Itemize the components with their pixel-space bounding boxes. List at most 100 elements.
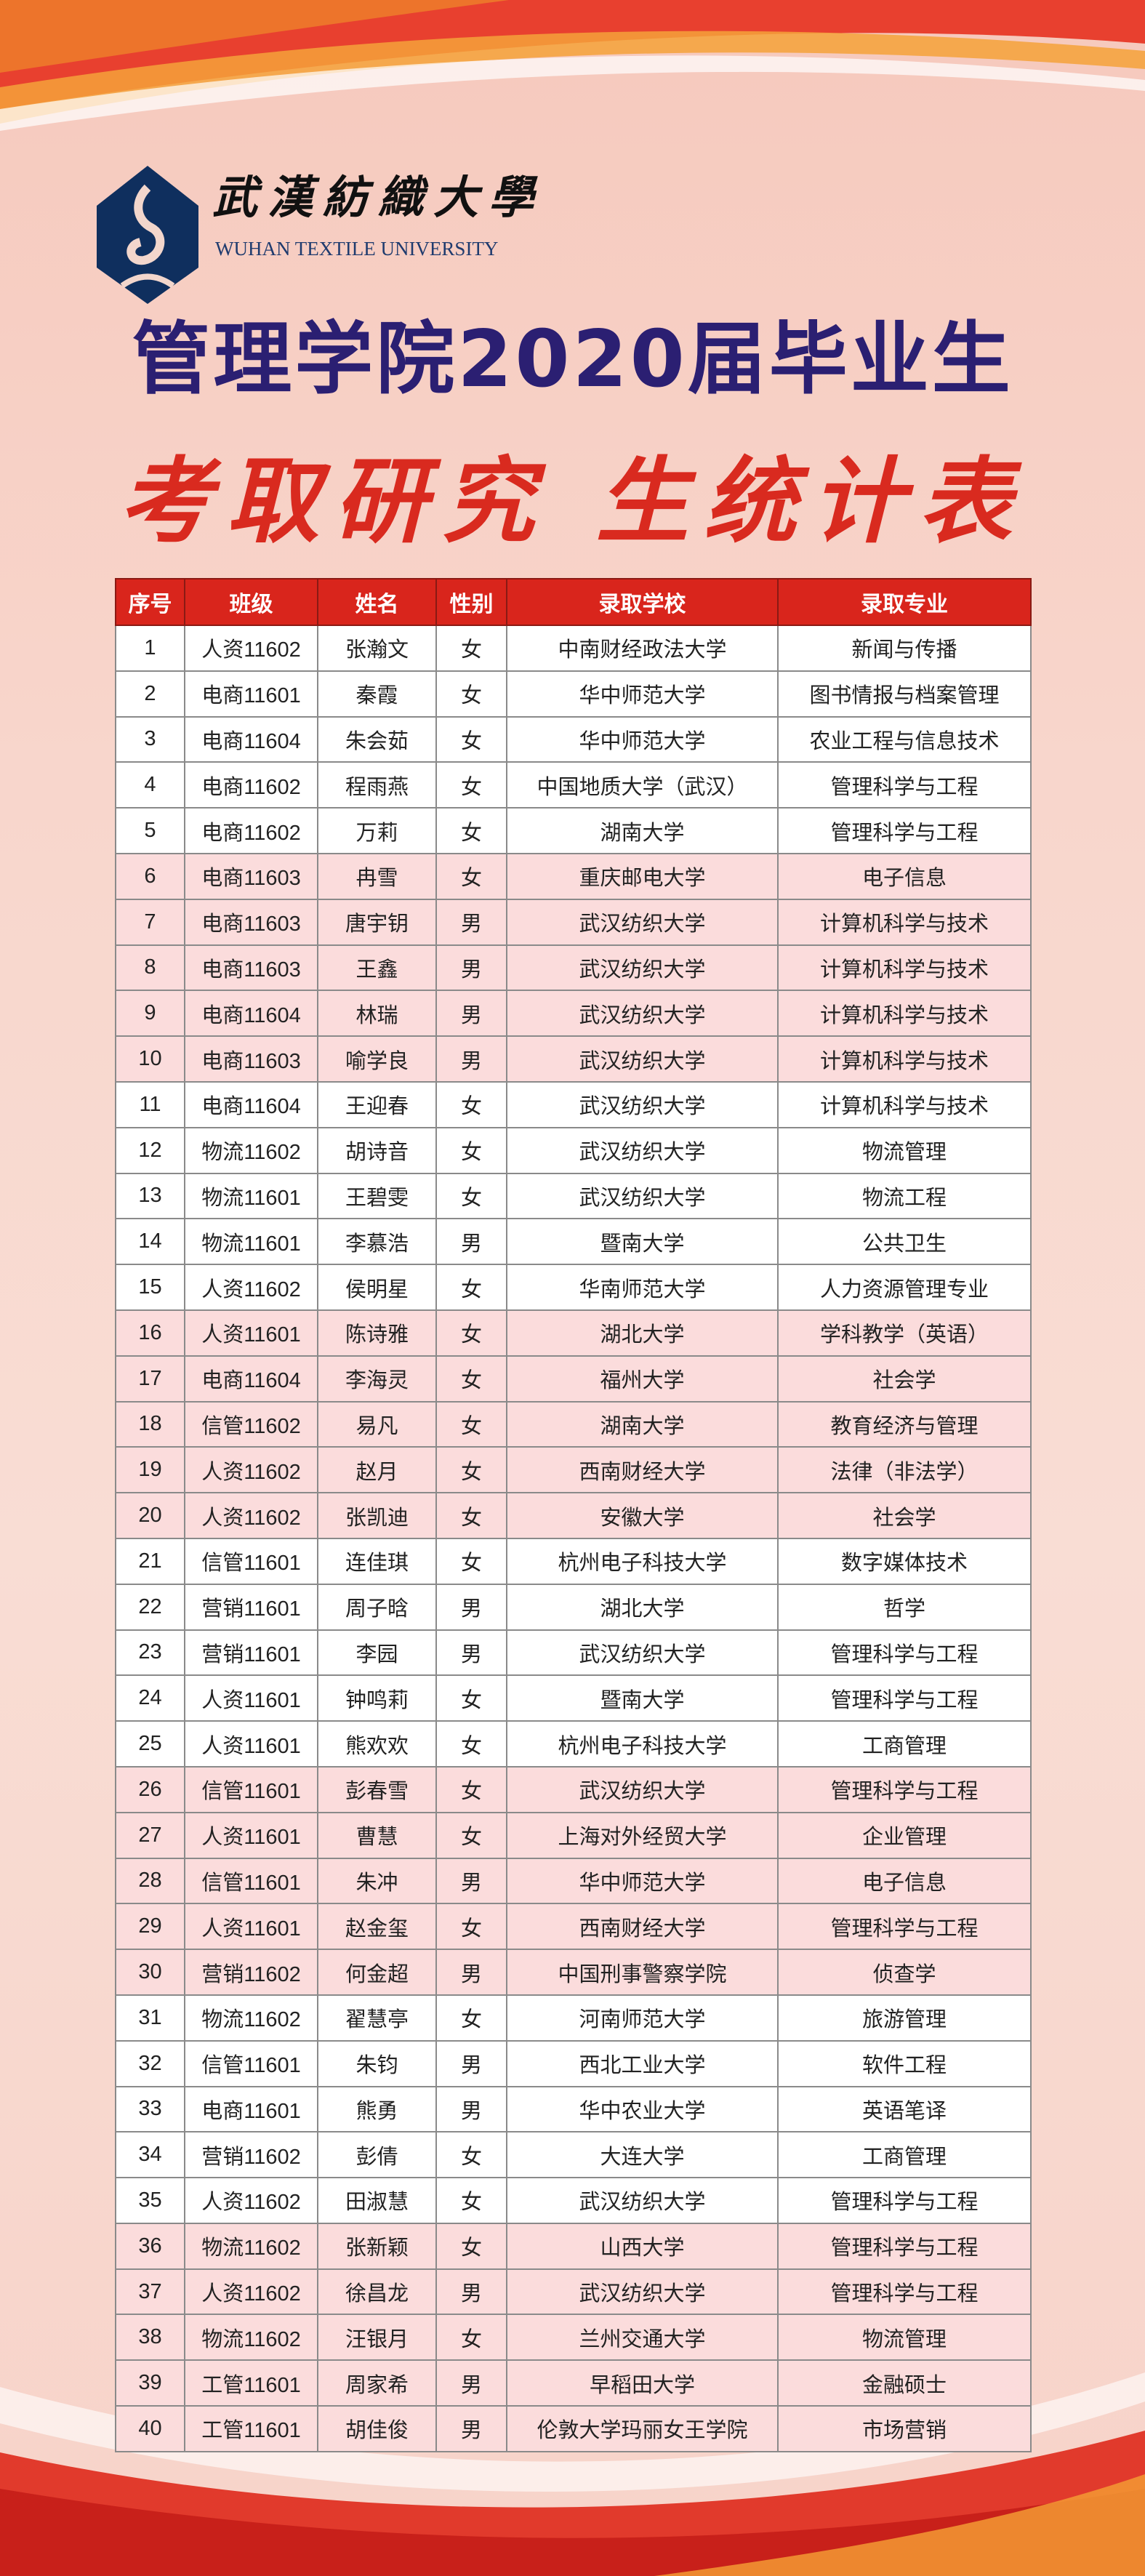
class-cell: 物流11601 [184, 1172, 318, 1220]
school-cell: 华中师范大学 [506, 715, 779, 763]
school-cell: 西北工业大学 [506, 2039, 779, 2087]
class-cell: 电商11604 [184, 715, 318, 763]
major-cell: 工商管理 [777, 1720, 1032, 1768]
gender-cell: 女 [435, 1811, 507, 1859]
table-row: 5 电商11602 万莉女湖南大学 管理科学与工程 [115, 807, 1032, 854]
school-cell: 武汉纺织大学 [506, 1172, 779, 1220]
major-cell: 管理科学与工程 [777, 1674, 1032, 1722]
table-header-row: 序号 班级 姓名 性别 录取学校 录取专业 [115, 578, 1032, 626]
class-cell: 工管11601 [184, 2359, 318, 2407]
gender-cell: 男 [435, 1035, 507, 1083]
table-row: 27 人资11601 曹慧女上海对外经贸大学 企业管理 [115, 1811, 1032, 1859]
major-cell: 管理科学与工程 [777, 1629, 1032, 1677]
gender-cell: 女 [435, 1400, 507, 1448]
row-number: 32 [115, 2039, 185, 2087]
name-cell: 张凯迪 [317, 1492, 437, 1539]
major-cell: 新闻与传播 [777, 625, 1032, 672]
table-row: 36 物流11602 张新颖女山西大学 管理科学与工程 [115, 2222, 1032, 2270]
school-cell: 安徽大学 [506, 1492, 779, 1539]
class-cell: 工管11601 [184, 2405, 318, 2452]
gender-cell: 女 [435, 1264, 507, 1311]
table-row: 13 物流11601 王碧雯女武汉纺织大学 物流工程 [115, 1172, 1032, 1220]
row-number: 30 [115, 1949, 185, 1996]
row-number: 28 [115, 1857, 185, 1905]
class-cell: 信管11601 [184, 1537, 318, 1585]
school-cell: 武汉纺织大学 [506, 944, 779, 992]
gender-cell: 女 [435, 1126, 507, 1174]
row-number: 13 [115, 1172, 185, 1220]
row-number: 40 [115, 2405, 185, 2452]
major-cell: 公共卫生 [777, 1218, 1032, 1266]
name-cell: 钟鸣莉 [317, 1674, 437, 1722]
gender-cell: 女 [435, 2222, 507, 2270]
school-cell: 伦敦大学玛丽女王学院 [506, 2405, 779, 2452]
school-cell: 中国刑事警察学院 [506, 1949, 779, 1996]
table-row: 6 电商11603 冉雪女重庆邮电大学 电子信息 [115, 852, 1032, 900]
name-cell: 周家希 [317, 2359, 437, 2407]
class-cell: 人资11602 [184, 1264, 318, 1311]
name-cell: 朱钧 [317, 2039, 437, 2087]
row-number: 1 [115, 625, 185, 672]
class-cell: 人资11601 [184, 1903, 318, 1951]
row-number: 16 [115, 1309, 185, 1357]
school-cell: 杭州电子科技大学 [506, 1537, 779, 1585]
major-cell: 金融硕士 [777, 2359, 1032, 2407]
table-row: 18 信管11602 易凡女湖南大学 教育经济与管理 [115, 1400, 1032, 1448]
name-cell: 李海灵 [317, 1355, 437, 1403]
school-cell: 武汉纺织大学 [506, 2268, 779, 2316]
class-cell: 人资11602 [184, 1492, 318, 1539]
class-cell: 信管11601 [184, 2039, 318, 2087]
gender-cell: 男 [435, 2405, 507, 2452]
school-cell: 杭州电子科技大学 [506, 1720, 779, 1768]
row-number: 3 [115, 715, 185, 763]
gender-cell: 女 [435, 1537, 507, 1585]
table-row: 7 电商11603 唐宇钥男武汉纺织大学 计算机科学与技术 [115, 898, 1032, 946]
gender-cell: 男 [435, 1218, 507, 1266]
name-cell: 张新颖 [317, 2222, 437, 2270]
row-number: 5 [115, 807, 185, 854]
school-cell: 武汉纺织大学 [506, 1126, 779, 1174]
name-cell: 熊欢欢 [317, 1720, 437, 1768]
school-cell: 暨南大学 [506, 1218, 779, 1266]
name-cell: 彭春雪 [317, 1765, 437, 1813]
table-row: 20 人资11602 张凯迪女安徽大学 社会学 [115, 1492, 1032, 1539]
table-row: 26 信管11601 彭春雪女武汉纺织大学 管理科学与工程 [115, 1765, 1032, 1813]
table-row: 3 电商11604 朱会茹女华中师范大学 农业工程与信息技术 [115, 715, 1032, 763]
class-cell: 物流11602 [184, 2222, 318, 2270]
gender-cell: 男 [435, 898, 507, 946]
major-cell: 管理科学与工程 [777, 761, 1032, 809]
gender-cell: 男 [435, 1857, 507, 1905]
name-cell: 连佳琪 [317, 1537, 437, 1585]
row-number: 6 [115, 852, 185, 900]
name-cell: 胡佳俊 [317, 2405, 437, 2452]
row-number: 2 [115, 670, 185, 718]
row-number: 11 [115, 1080, 185, 1128]
major-cell: 图书情报与档案管理 [777, 670, 1032, 718]
school-cell: 武汉纺织大学 [506, 898, 779, 946]
gender-cell: 女 [435, 807, 507, 854]
school-cell: 华中师范大学 [506, 1857, 779, 1905]
major-cell: 哲学 [777, 1583, 1032, 1631]
class-cell: 电商11602 [184, 807, 318, 854]
bottom-decorative-swoosh [0, 2372, 1145, 2576]
row-number: 25 [115, 1720, 185, 1768]
class-cell: 营销11601 [184, 1629, 318, 1677]
table-row: 4 电商11602 程雨燕女中国地质大学（武汉） 管理科学与工程 [115, 761, 1032, 809]
name-cell: 李园 [317, 1629, 437, 1677]
row-number: 34 [115, 2131, 185, 2179]
table-row: 22 营销11601 周子晗男湖北大学 哲学 [115, 1583, 1032, 1631]
major-cell: 企业管理 [777, 1811, 1032, 1859]
table-row: 24 人资11601 钟鸣莉女暨南大学 管理科学与工程 [115, 1674, 1032, 1722]
class-cell: 电商11603 [184, 944, 318, 992]
gender-cell: 女 [435, 2177, 507, 2224]
class-cell: 电商11604 [184, 1355, 318, 1403]
gender-cell: 男 [435, 990, 507, 1038]
row-number: 8 [115, 944, 185, 992]
name-cell: 赵月 [317, 1446, 437, 1494]
major-cell: 侦查学 [777, 1949, 1032, 1996]
name-cell: 万莉 [317, 807, 437, 854]
name-cell: 张瀚文 [317, 625, 437, 672]
row-number: 17 [115, 1355, 185, 1403]
class-cell: 电商11602 [184, 761, 318, 809]
major-cell: 教育经济与管理 [777, 1400, 1032, 1448]
